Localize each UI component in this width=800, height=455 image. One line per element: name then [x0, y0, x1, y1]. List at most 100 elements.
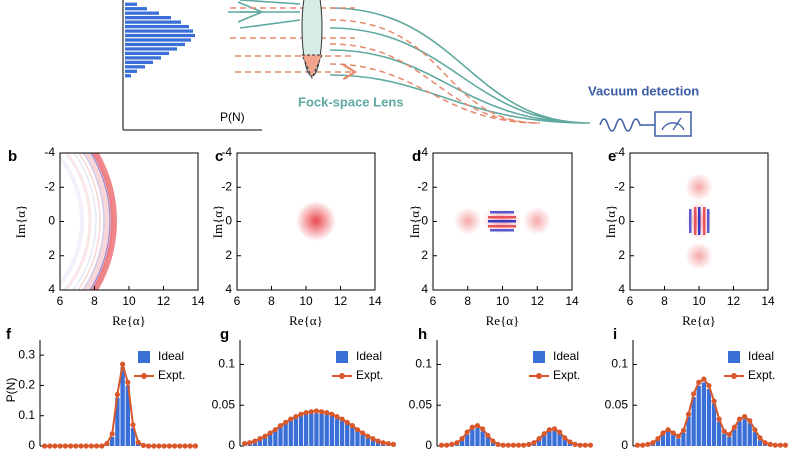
x-tick-label: 14	[191, 294, 205, 308]
bar	[125, 60, 153, 64]
bar	[660, 434, 666, 446]
point	[742, 414, 748, 420]
lens-label: Fock-space Lens	[298, 94, 404, 109]
point	[665, 427, 671, 433]
bar	[252, 441, 257, 446]
y-tick-label: 0.1	[611, 357, 628, 371]
bar	[125, 7, 147, 11]
point	[83, 443, 89, 449]
point	[505, 442, 511, 448]
point	[701, 376, 707, 382]
point	[68, 443, 74, 449]
bar	[125, 24, 189, 29]
point	[655, 436, 661, 442]
point	[130, 422, 136, 428]
bar	[485, 437, 490, 446]
bar	[562, 439, 567, 446]
bar	[334, 418, 340, 446]
y-tick-label: 0	[618, 214, 625, 228]
point	[444, 442, 450, 448]
bar	[686, 416, 691, 446]
bar	[681, 432, 686, 446]
x-tick-label: 8	[268, 294, 275, 308]
point	[293, 414, 299, 420]
point	[469, 424, 475, 430]
point	[156, 443, 162, 449]
point	[572, 441, 578, 447]
point	[551, 426, 558, 432]
bar	[567, 443, 573, 446]
bar	[742, 419, 747, 446]
bar	[115, 397, 120, 446]
point	[721, 428, 727, 434]
point	[562, 435, 568, 441]
bar	[329, 415, 334, 446]
x-tick-label: 14	[565, 294, 579, 308]
x-axis-label: P(N)	[220, 110, 245, 124]
point	[557, 429, 563, 435]
legend-swatch	[336, 351, 348, 363]
point	[747, 418, 753, 424]
point	[78, 443, 84, 449]
point	[762, 440, 768, 446]
y-tick-label: -4	[221, 145, 232, 159]
point	[283, 419, 289, 425]
bar	[552, 430, 557, 446]
point	[365, 433, 371, 439]
point	[334, 414, 340, 420]
point	[385, 440, 391, 447]
point	[670, 430, 676, 436]
bar	[747, 423, 752, 446]
legend-label: Expt.	[748, 368, 775, 382]
panel-label: e	[608, 148, 616, 165]
point	[318, 409, 325, 415]
point	[182, 443, 188, 449]
point	[675, 433, 681, 439]
bar	[257, 440, 263, 446]
wigner-images	[60, 153, 713, 290]
bar	[696, 385, 701, 446]
point	[536, 436, 542, 442]
bar	[375, 441, 381, 446]
x-axis-label: Re{α}	[112, 313, 146, 328]
point	[329, 411, 335, 417]
bar	[459, 440, 465, 446]
bar	[319, 413, 324, 446]
y-axis-label: Im{α}	[210, 205, 225, 239]
point	[166, 443, 172, 449]
point	[62, 443, 68, 449]
bar	[732, 429, 737, 446]
detection-label: Vacuum detection	[588, 83, 699, 98]
legend-swatch	[731, 373, 737, 379]
x-axis-label: Re{α}	[289, 313, 323, 328]
y-tick-label: -2	[221, 179, 232, 193]
y-tick-label: 4	[618, 282, 625, 296]
panel-label: d	[412, 148, 421, 165]
panel-label: g	[220, 326, 229, 343]
bar	[547, 431, 552, 446]
x-tick-label: 12	[531, 294, 545, 308]
point	[582, 442, 588, 448]
legend-swatch	[728, 351, 740, 363]
point	[459, 436, 465, 442]
legend-swatch	[141, 373, 147, 379]
point	[510, 442, 517, 448]
bar	[324, 414, 329, 446]
y-tick-label: 0.05	[212, 397, 236, 411]
point	[500, 442, 506, 448]
x-tick-label: 6	[430, 294, 437, 308]
y-tick-label: -4	[44, 145, 55, 159]
y-tick-label: -2	[417, 179, 428, 193]
point	[354, 427, 361, 433]
point	[777, 442, 783, 448]
point	[262, 433, 268, 439]
bar	[125, 47, 177, 51]
x-axis-label: Re{α}	[486, 313, 520, 328]
y-tick-label: 0.2	[18, 378, 35, 392]
y-tick-label: 2	[618, 248, 625, 262]
y-tick-label: 0	[228, 438, 235, 450]
bar	[125, 16, 171, 20]
bar	[125, 51, 169, 56]
bar	[268, 434, 273, 446]
bar	[110, 436, 115, 446]
